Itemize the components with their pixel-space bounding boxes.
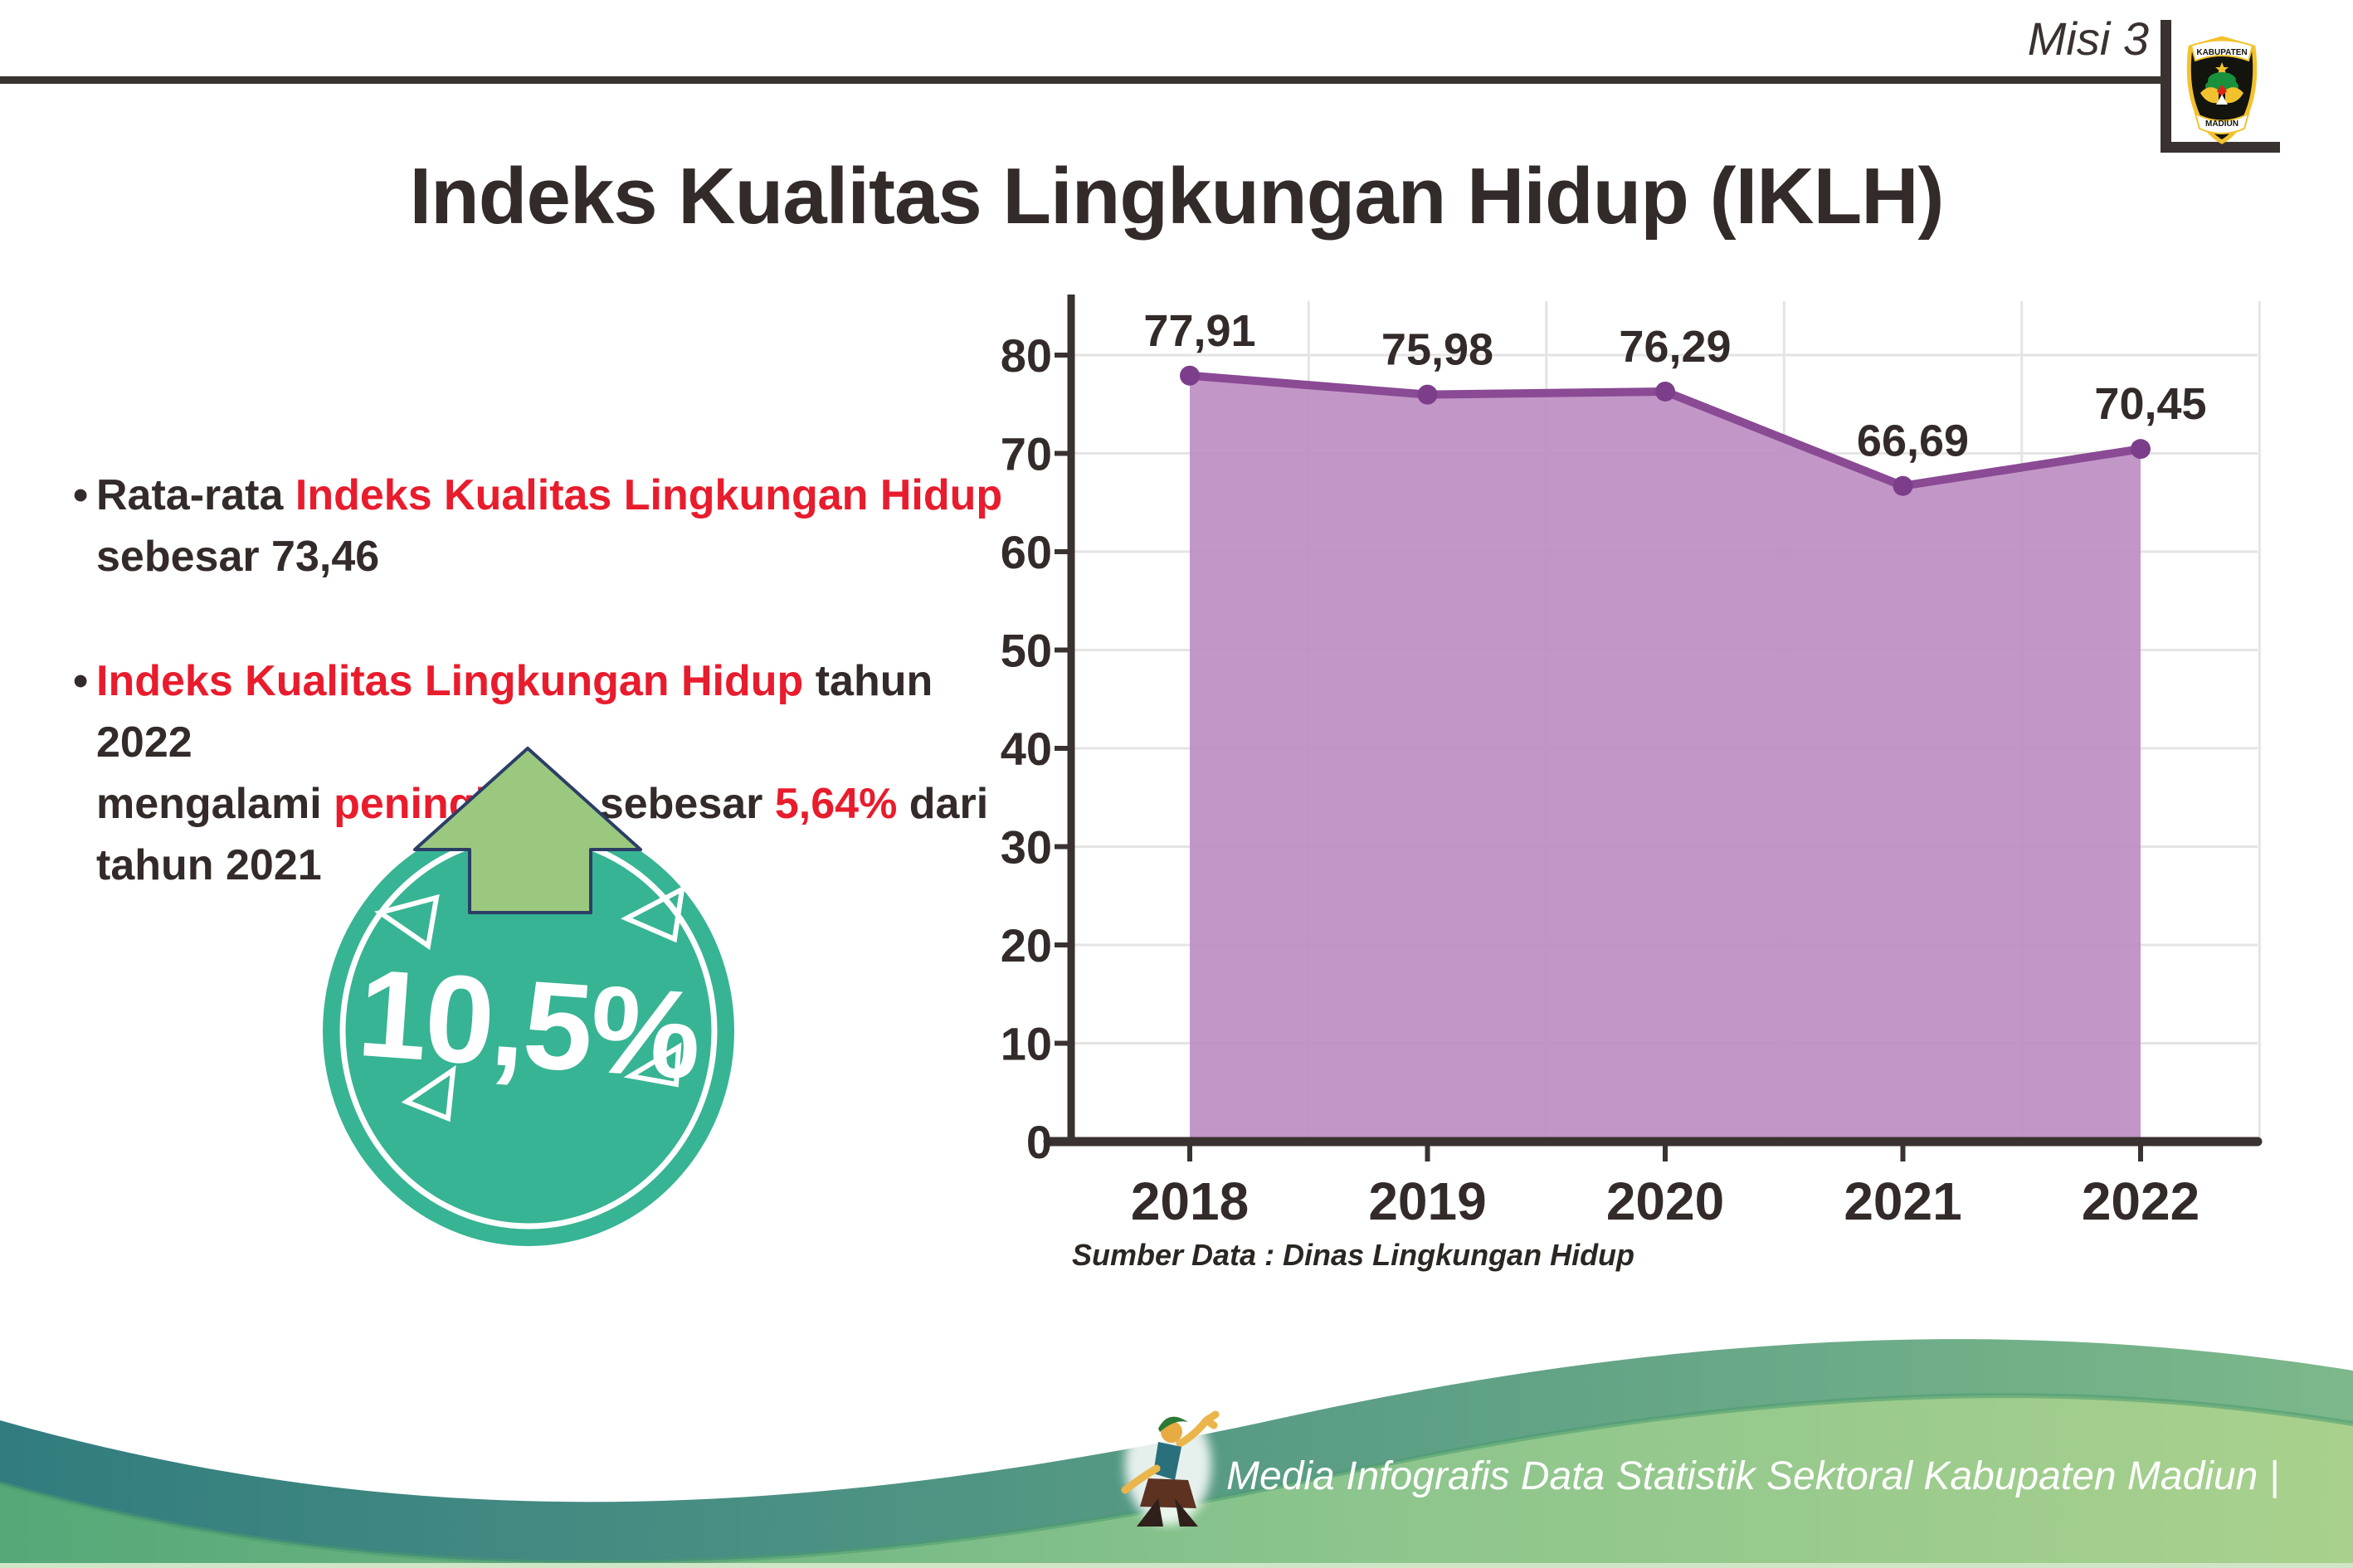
bullet-text: Indeks Kualitas Lingkungan Hidup tahun 2… bbox=[96, 657, 989, 889]
bullet-text: Rata-rata Indeks Kualitas Lingkungan Hid… bbox=[96, 471, 1003, 581]
badge-spark-lower-left bbox=[401, 1064, 456, 1122]
logo-mountain bbox=[2216, 95, 2228, 105]
svg-text:70: 70 bbox=[1001, 428, 1052, 480]
statistics-mascot-icon bbox=[1121, 1405, 1220, 1527]
chart-y-axis-labels: 0 10 20 30 40 50 60 70 80 bbox=[1001, 329, 1071, 1168]
kabupaten-madiun-logo-icon: KABUPATEN MADIUN bbox=[2186, 36, 2258, 144]
svg-text:60: 60 bbox=[1001, 526, 1052, 578]
svg-text:75,98: 75,98 bbox=[1381, 325, 1493, 375]
footer-bottom-strip bbox=[0, 1563, 2353, 1568]
svg-text:2022: 2022 bbox=[2082, 1171, 2200, 1231]
bullet-marker: • bbox=[73, 471, 89, 519]
chart-source-label: Sumber Data : Dinas Lingkungan Hidup bbox=[1072, 1238, 1635, 1272]
svg-text:2019: 2019 bbox=[1368, 1171, 1486, 1231]
svg-text:2018: 2018 bbox=[1131, 1171, 1249, 1231]
logo-bottom-ribbon bbox=[2194, 112, 2250, 134]
badge-circle bbox=[323, 816, 734, 1246]
chart-points bbox=[1180, 365, 2151, 496]
mascot-right-leg bbox=[1175, 1498, 1198, 1527]
svg-text:40: 40 bbox=[1001, 723, 1052, 775]
chart-x-axis-labels: 2018 2019 2020 2021 2022 bbox=[1131, 1145, 2200, 1231]
logo-corner-bracket-horizontal bbox=[2161, 142, 2280, 153]
svg-text:20: 20 bbox=[1001, 919, 1052, 971]
svg-text:30: 30 bbox=[1001, 821, 1052, 874]
bullet-marker: • bbox=[73, 657, 89, 705]
misi-label: Misi 3 bbox=[2027, 12, 2149, 65]
chart-axes bbox=[1043, 295, 2263, 1147]
svg-text:2021: 2021 bbox=[1844, 1171, 1961, 1231]
svg-text:10: 10 bbox=[1001, 1018, 1052, 1070]
mascot-torso bbox=[1153, 1442, 1181, 1480]
summary-bullets: • Rata-rata Indeks Kualitas Lingkungan H… bbox=[73, 465, 1027, 896]
bullet-increase-2022: • Indeks Kualitas Lingkungan Hidup tahun… bbox=[73, 650, 1027, 896]
logo-top-text: KABUPATEN bbox=[2196, 48, 2247, 57]
up-arrow-icon bbox=[413, 747, 642, 914]
footer-caption: Media Infografis Data Statistik Sektoral… bbox=[1226, 1454, 2280, 1498]
badge-spark-lower-right bbox=[623, 1042, 682, 1088]
page-title: Indeks Kualitas Lingkungan Hidup (IKLH) bbox=[409, 152, 1944, 241]
logo-wing-right bbox=[2225, 87, 2243, 104]
mascot-left-leg bbox=[1137, 1498, 1163, 1527]
bullet-average-iklh: • Rata-rata Indeks Kualitas Lingkungan H… bbox=[73, 465, 1027, 587]
svg-text:77,91: 77,91 bbox=[1143, 306, 1255, 356]
mascot-cap bbox=[1158, 1416, 1188, 1432]
svg-text:76,29: 76,29 bbox=[1619, 322, 1731, 372]
logo-star-icon bbox=[2215, 62, 2229, 75]
header-divider-line bbox=[0, 76, 2167, 84]
mascot-raised-arm bbox=[1176, 1410, 1220, 1448]
svg-text:2020: 2020 bbox=[1606, 1171, 1724, 1231]
badge-spark-upper-right bbox=[621, 884, 685, 943]
logo-corner-bracket-vertical bbox=[2161, 20, 2171, 153]
chart-value-labels: 77,91 75,98 76,29 66,69 70,45 bbox=[1143, 306, 2206, 466]
svg-text:70,45: 70,45 bbox=[2094, 379, 2206, 429]
logo-red-accent bbox=[2217, 85, 2227, 96]
logo-wing-left bbox=[2200, 87, 2219, 104]
svg-text:80: 80 bbox=[1001, 329, 1052, 382]
logo-bottom-text: MADIUN bbox=[2205, 119, 2239, 129]
footer-green-wave bbox=[0, 1395, 2353, 1568]
svg-text:66,69: 66,69 bbox=[1857, 416, 1969, 466]
logo-top-ribbon bbox=[2190, 39, 2254, 62]
mascot-left-arm bbox=[1121, 1464, 1161, 1494]
badge-spark-upper-left bbox=[373, 894, 440, 951]
chart-area bbox=[1190, 375, 2141, 1142]
mascot-skirt bbox=[1140, 1478, 1196, 1508]
svg-text:50: 50 bbox=[1001, 625, 1052, 677]
footer-wave-edge bbox=[0, 1393, 2353, 1566]
svg-text:0: 0 bbox=[1026, 1116, 1052, 1168]
increase-badge bbox=[323, 747, 734, 1246]
